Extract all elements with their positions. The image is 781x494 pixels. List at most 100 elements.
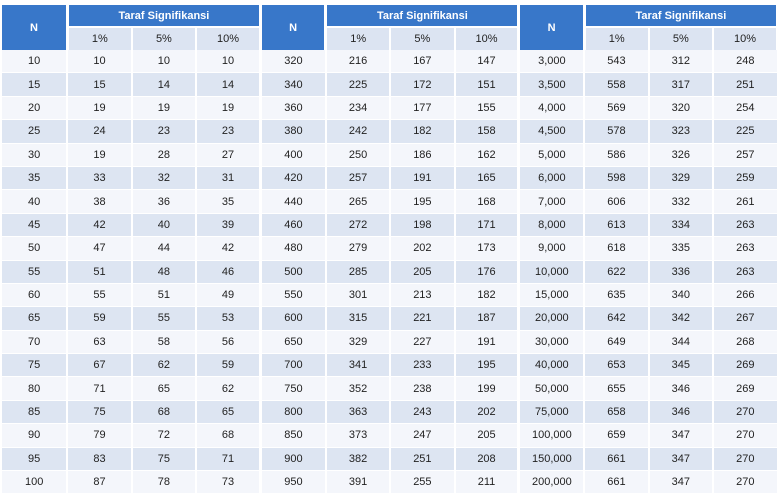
value-1pct-cell: 341 bbox=[325, 353, 392, 378]
value-5pct-cell: 326 bbox=[648, 143, 715, 167]
value-1pct-cell: 24 bbox=[67, 119, 133, 144]
n-cell: 7,000 bbox=[518, 189, 586, 214]
n-cell: 340 bbox=[260, 72, 327, 97]
n-cell: 500 bbox=[260, 260, 327, 284]
value-10pct-cell: 251 bbox=[713, 72, 779, 97]
n-cell: 420 bbox=[260, 166, 327, 191]
value-1pct-cell: 19 bbox=[67, 143, 133, 167]
value-1pct-cell: 272 bbox=[325, 213, 392, 238]
n-cell: 10,000 bbox=[518, 260, 586, 284]
value-10pct-cell: 49 bbox=[196, 283, 262, 308]
n-cell: 35 bbox=[2, 166, 69, 191]
n-cell: 320 bbox=[260, 50, 327, 74]
value-5pct-cell: 186 bbox=[390, 143, 456, 167]
value-1pct-cell: 329 bbox=[325, 330, 392, 355]
value-5pct-cell: 251 bbox=[390, 447, 456, 472]
n-cell: 85 bbox=[2, 400, 69, 425]
n-cell: 460 bbox=[260, 213, 327, 238]
value-10pct-cell: 59 bbox=[196, 353, 262, 378]
value-5pct-cell: 213 bbox=[390, 283, 456, 308]
value-5pct-cell: 55 bbox=[131, 306, 198, 331]
value-5pct-cell: 340 bbox=[648, 283, 715, 308]
value-5pct-cell: 72 bbox=[131, 423, 198, 448]
table-row: 45 42 40 39 460 272 198 171 8,000 613 334 263 bbox=[2, 213, 779, 238]
level-header-1pct: 1% bbox=[325, 27, 392, 50]
value-1pct-cell: 265 bbox=[325, 189, 392, 214]
n-cell: 40 bbox=[2, 189, 69, 214]
table-row: 95 83 75 71 900 382 251 208 150,000 661 347 270 bbox=[2, 447, 779, 472]
value-10pct-cell: 39 bbox=[196, 213, 262, 238]
value-10pct-cell: 71 bbox=[196, 447, 262, 472]
n-cell: 15 bbox=[2, 72, 69, 97]
value-1pct-cell: 373 bbox=[325, 423, 392, 448]
n-cell: 70 bbox=[2, 330, 69, 355]
n-cell: 650 bbox=[260, 330, 327, 355]
value-5pct-cell: 36 bbox=[131, 189, 198, 214]
value-10pct-cell: 68 bbox=[196, 423, 262, 448]
value-5pct-cell: 233 bbox=[390, 353, 456, 378]
n-cell: 50,000 bbox=[518, 376, 586, 401]
level-header-5pct: 5% bbox=[131, 27, 198, 50]
value-10pct-cell: 263 bbox=[713, 213, 779, 238]
value-5pct-cell: 10 bbox=[131, 50, 198, 74]
value-1pct-cell: 642 bbox=[584, 306, 650, 331]
n-cell: 100,000 bbox=[518, 423, 586, 448]
value-1pct-cell: 655 bbox=[584, 376, 650, 401]
n-cell: 30 bbox=[2, 143, 69, 167]
value-5pct-cell: 177 bbox=[390, 96, 456, 121]
value-1pct-cell: 250 bbox=[325, 143, 392, 167]
value-1pct-cell: 257 bbox=[325, 166, 392, 191]
n-cell: 75 bbox=[2, 353, 69, 378]
value-10pct-cell: 254 bbox=[713, 96, 779, 121]
table-row: 65 59 55 53 600 315 221 187 20,000 642 342 267 bbox=[2, 306, 779, 331]
value-1pct-cell: 661 bbox=[584, 447, 650, 472]
n-cell: 30,000 bbox=[518, 330, 586, 355]
value-10pct-cell: 270 bbox=[713, 423, 779, 448]
value-10pct-cell: 65 bbox=[196, 400, 262, 425]
value-10pct-cell: 269 bbox=[713, 353, 779, 378]
n-cell: 600 bbox=[260, 306, 327, 331]
value-5pct-cell: 182 bbox=[390, 119, 456, 144]
value-1pct-cell: 613 bbox=[584, 213, 650, 238]
value-5pct-cell: 44 bbox=[131, 236, 198, 261]
value-5pct-cell: 347 bbox=[648, 470, 715, 494]
value-5pct-cell: 198 bbox=[390, 213, 456, 238]
value-5pct-cell: 62 bbox=[131, 353, 198, 378]
n-cell: 360 bbox=[260, 96, 327, 121]
value-10pct-cell: 23 bbox=[196, 119, 262, 144]
value-10pct-cell: 202 bbox=[454, 400, 521, 425]
n-cell: 40,000 bbox=[518, 353, 586, 378]
n-cell: 6,000 bbox=[518, 166, 586, 191]
value-1pct-cell: 83 bbox=[67, 447, 133, 472]
value-1pct-cell: 47 bbox=[67, 236, 133, 261]
n-cell: 65 bbox=[2, 306, 69, 331]
value-10pct-cell: 162 bbox=[454, 143, 521, 167]
n-cell: 45 bbox=[2, 213, 69, 238]
n-cell: 60 bbox=[2, 283, 69, 308]
value-5pct-cell: 28 bbox=[131, 143, 198, 167]
value-10pct-cell: 158 bbox=[454, 119, 521, 144]
n-cell: 700 bbox=[260, 353, 327, 378]
n-cell: 15,000 bbox=[518, 283, 586, 308]
value-1pct-cell: 653 bbox=[584, 353, 650, 378]
significance-group-header: Taraf Signifikansi bbox=[67, 5, 262, 28]
table-header: N Taraf Signifikansi N Taraf Signifikans… bbox=[2, 5, 780, 50]
value-1pct-cell: 635 bbox=[584, 283, 650, 308]
n-cell: 380 bbox=[260, 119, 327, 144]
n-cell: 800 bbox=[260, 400, 327, 425]
value-10pct-cell: 248 bbox=[713, 50, 779, 74]
value-1pct-cell: 279 bbox=[325, 236, 392, 261]
n-cell: 8,000 bbox=[518, 213, 586, 238]
value-1pct-cell: 67 bbox=[67, 353, 133, 378]
value-5pct-cell: 202 bbox=[390, 236, 456, 261]
value-10pct-cell: 182 bbox=[454, 283, 521, 308]
value-5pct-cell: 323 bbox=[648, 119, 715, 144]
value-5pct-cell: 312 bbox=[648, 50, 715, 74]
value-10pct-cell: 263 bbox=[713, 236, 779, 261]
value-5pct-cell: 243 bbox=[390, 400, 456, 425]
level-header-10pct: 10% bbox=[196, 27, 262, 50]
value-10pct-cell: 10 bbox=[196, 50, 262, 74]
level-header-1pct: 1% bbox=[67, 27, 133, 50]
n-cell: 3,500 bbox=[518, 72, 586, 97]
n-cell: 900 bbox=[260, 447, 327, 472]
